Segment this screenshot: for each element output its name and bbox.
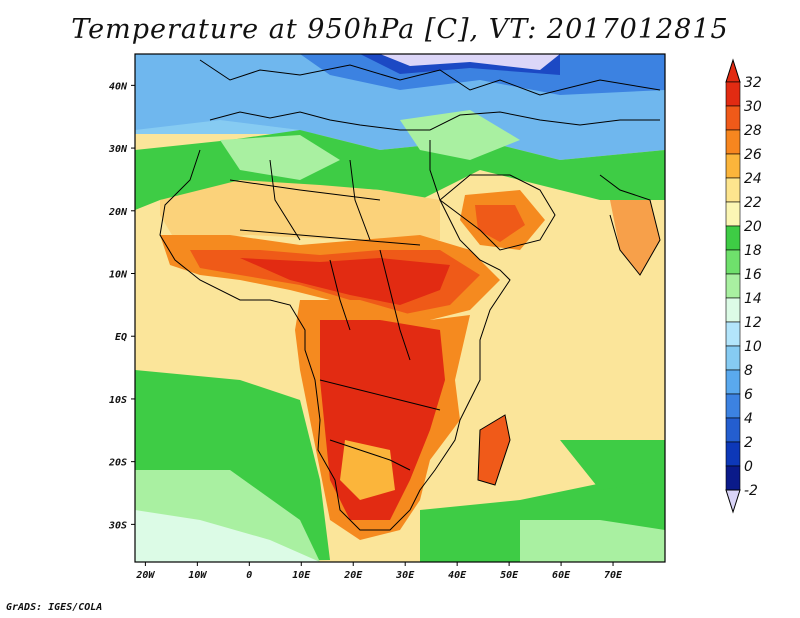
colorbar-label: 24 [744,171,762,187]
colorbar-label: 20 [744,219,762,235]
colorbar-cell [725,81,741,107]
colorbar-label: 14 [744,291,762,307]
y-tick-label: 20S [108,458,127,469]
y-tick-label: 30S [108,520,127,531]
x-tick-label: 70E [604,570,623,581]
x-tick-label: 10E [292,570,311,581]
y-tick-label: 20N [108,207,128,218]
x-tick-label: 30E [395,570,415,581]
colorbar-cell [725,129,741,155]
colorbar-label: 26 [744,147,762,163]
colorbar-cell [725,393,741,419]
x-tick-label: 60E [552,570,571,581]
colorbar-cell [725,177,741,203]
colorbar-label: 12 [744,315,762,331]
plot-frame [134,53,666,563]
colorbar-label: 22 [744,195,762,211]
colorbar-label: 32 [744,75,762,91]
x-tick-label: 10W [188,570,207,581]
y-axis-ticks: 40N 30N 20N 10N EQ 10S 20S 30S [108,81,135,531]
x-tick-label: 20W [135,570,155,581]
colorbar-label: 16 [744,267,762,283]
x-axis-ticks: 20W 10W 0 10E 20E 30E 40E 50E 60E 70E [135,562,623,581]
credit-text: GrADS: IGES/COLA [6,602,103,613]
colorbar-label: 30 [744,99,762,115]
colorbar-label: 4 [744,411,753,427]
y-tick-label: 10N [109,270,128,281]
y-tick-label: 40N [109,81,128,92]
colorbar-cell [725,153,741,179]
colorbar-cell [725,345,741,371]
colorbar-cell [725,417,741,443]
colorbar-cell [725,273,741,299]
y-tick-label: EQ [115,332,127,343]
temperature-field [135,54,665,562]
x-tick-label: 50E [500,570,519,581]
colorbar-label: 18 [744,243,762,259]
colorbar-cell [725,369,741,395]
y-tick-label: 10S [109,395,127,406]
colorbar-bottom-arrow [725,489,741,514]
colorbar-cell [725,297,741,323]
coastline-borders [159,59,661,531]
colorbar-cell [725,225,741,251]
colorbar-label: 6 [744,387,753,403]
map-title: Temperature at 950hPa [C], VT: 201701281… [71,14,729,45]
colorbar-label: 28 [744,123,762,139]
colorbar-cell [725,465,741,491]
colorbar-top-arrow [725,58,741,83]
x-tick-label: 40E [448,570,467,581]
colorbar-cell [725,441,741,467]
colorbar-label: 2 [744,435,753,451]
colorbar-label: 0 [744,459,753,475]
colorbar-cell [725,249,741,275]
x-tick-label: 20E [343,570,363,581]
x-tick-label: 0 [246,570,252,581]
y-tick-label: 30N [108,144,128,155]
colorbar-label: -2 [744,483,758,499]
colorbar-cell [725,201,741,227]
colorbar-cell [725,321,741,347]
colorbar-label: 8 [744,363,753,379]
colorbar-cell [725,105,741,131]
colorbar-label: 10 [744,339,762,355]
